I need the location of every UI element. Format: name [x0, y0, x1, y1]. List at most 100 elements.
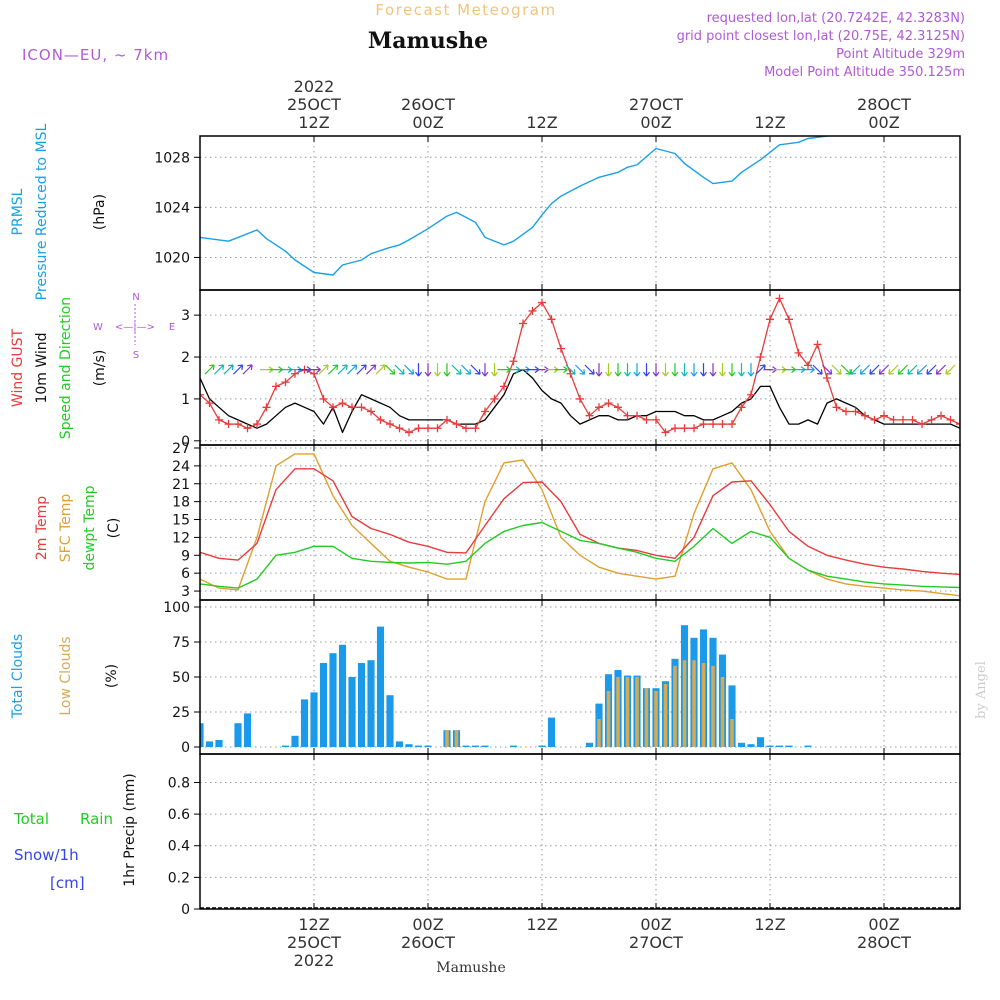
total-cloud-bar	[766, 745, 774, 747]
panels: 1020102410280123369121518212427025507510…	[154, 135, 961, 918]
wind-direction-arrow	[460, 364, 472, 375]
gust-point	[272, 382, 280, 391]
wind-ytick-label: 2	[181, 350, 190, 366]
gust-point	[386, 420, 394, 429]
temperature-ytick-label: 15	[172, 513, 190, 529]
gust-point	[433, 424, 442, 433]
pressure-plot	[200, 136, 838, 276]
total-cloud-bar	[538, 745, 546, 747]
watermark: by Angel	[974, 661, 989, 719]
wind-direction-arrow	[554, 366, 568, 374]
wind-plot	[200, 294, 960, 437]
total-cloud-bar	[281, 745, 290, 747]
total-cloud-bar	[405, 744, 413, 747]
temperature-ytick-label: 9	[181, 548, 190, 564]
wind-direction-arrow	[204, 364, 215, 375]
gust-point	[329, 403, 337, 412]
total-cloud-bar	[386, 695, 394, 747]
wind-direction-arrow	[470, 364, 481, 375]
wind-direction-arrow	[926, 364, 937, 375]
top-hour-label: 12Z	[298, 113, 329, 132]
gust-point	[633, 411, 641, 420]
gust-point	[481, 407, 489, 416]
top-hour-label: 12Z	[526, 113, 557, 132]
precip-panel: 0 0.2 0.4 0.6 0.8	[168, 753, 961, 918]
footer-location: Mamushe	[436, 960, 505, 976]
wind-10m-label: 10m Wind	[34, 332, 50, 403]
top-date-label: 25OCT	[287, 95, 341, 114]
wind-direction-arrow	[565, 364, 576, 375]
ms-unit-label: (m/s)	[92, 350, 108, 387]
gust-point	[509, 357, 518, 366]
wind-direction-arrow	[384, 364, 396, 375]
pressure-ytick-label: 1020	[154, 250, 190, 266]
total-cloud-bar	[395, 741, 404, 747]
gust-point	[652, 415, 660, 424]
low-cloud-bar	[692, 660, 696, 747]
wind-direction-arrow	[812, 364, 823, 375]
total-cloud-bar	[367, 660, 375, 747]
wind-direction-arrow	[574, 364, 586, 375]
sfc-temp-label: SFC Temp	[58, 494, 74, 563]
gust-point	[443, 415, 451, 424]
total-cloud-bar	[243, 713, 252, 747]
bottom-date-label: 27OCT	[629, 933, 683, 952]
gust-point	[243, 424, 252, 433]
pressure-panel: 1020 1024 1028	[154, 135, 961, 291]
gust-point	[291, 369, 299, 378]
speed-direction-label: Speed and Direction	[58, 297, 74, 439]
temperature-plot	[200, 453, 960, 597]
wind-direction-arrow	[671, 363, 679, 377]
clouds-ytick-label: 100	[163, 600, 190, 616]
precip-ytick-label: 0.2	[168, 870, 190, 886]
wind-direction-arrow	[375, 364, 386, 375]
wind-direction-arrow	[605, 363, 612, 377]
temperature-ytick-label: 6	[181, 566, 190, 582]
low-cloud-bar	[673, 665, 677, 747]
wind-direction-arrow	[738, 363, 745, 377]
low-cloud-bar	[454, 730, 459, 747]
gust-point	[889, 415, 898, 424]
total-cloud-bar	[291, 735, 299, 747]
total-cloud-bar	[205, 741, 214, 747]
gust-point	[823, 373, 831, 382]
wind-direction-arrow	[614, 363, 622, 377]
gust-point	[699, 420, 708, 429]
gust-point	[585, 411, 594, 420]
gust-point	[728, 420, 736, 429]
compass-south: S	[133, 350, 139, 361]
wind-direction-arrow	[652, 363, 660, 377]
low-cloud-bar	[720, 677, 725, 747]
rain-label: Rain	[80, 810, 113, 828]
wind-direction-arrow	[821, 364, 833, 375]
total-cloud-bar	[357, 663, 366, 747]
pressure-msl-label: Pressure Reduced to MSL	[34, 123, 50, 300]
wind-direction-arrow	[869, 364, 880, 375]
percent-unit-label: (%)	[104, 664, 120, 688]
temperature-ytick-label: 12	[172, 530, 190, 546]
wind-panel: 0 1 2 3	[181, 289, 961, 450]
total-cloud-bar	[775, 745, 784, 747]
wind-ytick-label: 3	[181, 308, 190, 324]
wind-direction-arrow	[443, 363, 451, 377]
compass-east: E	[169, 322, 175, 333]
t2m-line	[200, 468, 960, 576]
gust-point	[348, 403, 356, 412]
clouds-panel: 0 25 50 75 100	[163, 599, 961, 756]
clouds-ytick-label: 50	[172, 670, 190, 686]
wind-direction-arrow	[424, 363, 432, 377]
wind-direction-arrow	[337, 364, 348, 375]
wind-direction-arrow	[831, 364, 842, 375]
total-clouds-label: Total Clouds	[10, 634, 26, 719]
temperature-ytick-label: 3	[181, 584, 190, 600]
cm-unit-label: [cm]	[50, 874, 85, 892]
wind-direction-arrow	[719, 363, 726, 377]
low-cloud-bar	[625, 677, 630, 747]
wind-direction-arrow	[935, 364, 947, 375]
wind-direction-arrow	[307, 366, 321, 374]
gust-point	[804, 361, 812, 370]
gust-point	[310, 369, 318, 378]
gust-point	[937, 411, 945, 420]
wind-direction-arrow	[434, 363, 441, 377]
clouds-ytick-label: 0	[181, 740, 190, 756]
